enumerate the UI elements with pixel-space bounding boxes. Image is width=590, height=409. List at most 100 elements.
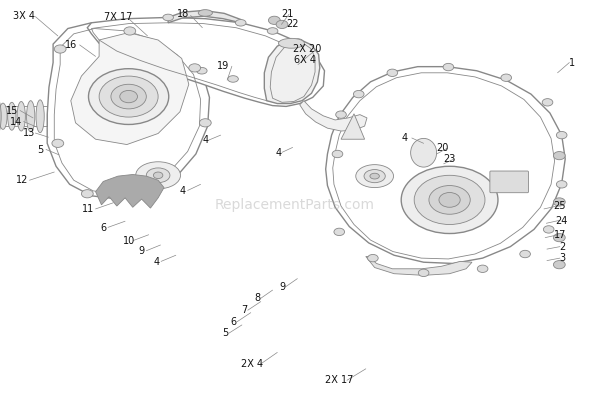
Ellipse shape — [477, 265, 488, 273]
Ellipse shape — [556, 181, 567, 189]
Polygon shape — [96, 175, 164, 209]
Text: 25: 25 — [553, 201, 566, 211]
Text: 15: 15 — [6, 106, 18, 115]
Text: 12: 12 — [17, 175, 28, 185]
Ellipse shape — [54, 46, 66, 54]
Text: 2X 17: 2X 17 — [325, 375, 353, 384]
Text: 14: 14 — [11, 117, 22, 126]
Ellipse shape — [543, 226, 554, 234]
Ellipse shape — [196, 68, 207, 75]
Text: 4: 4 — [202, 135, 208, 145]
Text: 4: 4 — [276, 147, 282, 157]
Ellipse shape — [429, 186, 470, 215]
Ellipse shape — [501, 75, 512, 82]
Text: 4: 4 — [153, 256, 159, 266]
Text: 3X 4: 3X 4 — [12, 11, 35, 21]
Ellipse shape — [439, 193, 460, 208]
Text: 6: 6 — [231, 316, 237, 326]
Text: 6X 4: 6X 4 — [294, 55, 316, 65]
Ellipse shape — [267, 29, 278, 35]
Text: 6: 6 — [100, 222, 106, 232]
Ellipse shape — [520, 251, 530, 258]
Polygon shape — [47, 24, 209, 200]
Ellipse shape — [542, 99, 553, 107]
Text: 18: 18 — [177, 9, 189, 19]
Ellipse shape — [553, 234, 565, 242]
Ellipse shape — [276, 21, 288, 29]
Ellipse shape — [17, 102, 25, 132]
Ellipse shape — [364, 170, 385, 183]
Ellipse shape — [163, 15, 173, 22]
Polygon shape — [366, 257, 472, 276]
Polygon shape — [326, 67, 565, 264]
Ellipse shape — [556, 132, 567, 139]
Text: 4: 4 — [401, 133, 407, 143]
Polygon shape — [87, 18, 324, 107]
Ellipse shape — [443, 64, 454, 72]
Ellipse shape — [418, 270, 429, 277]
Text: 2X 4: 2X 4 — [241, 358, 264, 368]
Ellipse shape — [553, 261, 565, 269]
Text: 10: 10 — [123, 235, 135, 245]
Ellipse shape — [414, 176, 485, 225]
Text: 9: 9 — [139, 245, 145, 255]
Text: 2X 20: 2X 20 — [293, 44, 321, 54]
Ellipse shape — [8, 103, 16, 131]
Text: 19: 19 — [217, 61, 229, 70]
Ellipse shape — [411, 139, 437, 168]
Ellipse shape — [332, 151, 343, 158]
Ellipse shape — [199, 119, 211, 128]
Polygon shape — [300, 101, 367, 132]
Ellipse shape — [52, 140, 64, 148]
Polygon shape — [71, 34, 189, 145]
Ellipse shape — [111, 85, 146, 110]
Text: 16: 16 — [65, 40, 77, 50]
Text: 5: 5 — [37, 144, 43, 154]
Ellipse shape — [36, 101, 44, 133]
Ellipse shape — [153, 173, 163, 179]
Text: 1: 1 — [569, 58, 575, 67]
Ellipse shape — [228, 76, 238, 83]
Text: 17: 17 — [555, 229, 566, 239]
Ellipse shape — [553, 198, 565, 207]
Ellipse shape — [124, 28, 136, 36]
Ellipse shape — [235, 20, 246, 27]
Text: 4: 4 — [180, 185, 186, 195]
Ellipse shape — [387, 70, 398, 77]
Ellipse shape — [370, 174, 379, 180]
Ellipse shape — [334, 229, 345, 236]
Text: 20: 20 — [437, 143, 448, 153]
Ellipse shape — [120, 91, 137, 103]
Ellipse shape — [99, 77, 158, 118]
Ellipse shape — [368, 255, 378, 262]
Text: 5: 5 — [222, 328, 228, 337]
Ellipse shape — [198, 11, 212, 17]
Ellipse shape — [353, 91, 364, 99]
Text: 9: 9 — [279, 281, 285, 291]
Ellipse shape — [278, 39, 304, 49]
Text: 13: 13 — [24, 128, 35, 138]
Ellipse shape — [553, 152, 565, 160]
Text: ReplacementParts.com: ReplacementParts.com — [215, 198, 375, 211]
Text: 22: 22 — [286, 19, 299, 29]
Ellipse shape — [356, 165, 394, 188]
Ellipse shape — [0, 104, 7, 130]
Text: 21: 21 — [281, 9, 293, 19]
Ellipse shape — [268, 17, 280, 25]
Text: 7: 7 — [241, 305, 247, 315]
Polygon shape — [341, 115, 365, 140]
Polygon shape — [168, 11, 241, 24]
Text: 8: 8 — [254, 293, 260, 303]
Ellipse shape — [189, 65, 201, 73]
Ellipse shape — [136, 162, 181, 189]
Ellipse shape — [81, 190, 93, 198]
Ellipse shape — [401, 167, 498, 234]
Text: 2: 2 — [559, 241, 565, 251]
Ellipse shape — [27, 101, 35, 133]
Ellipse shape — [88, 70, 169, 125]
Polygon shape — [264, 41, 320, 104]
Text: 24: 24 — [556, 215, 568, 225]
FancyBboxPatch shape — [490, 172, 529, 193]
Text: 3: 3 — [559, 253, 565, 263]
Text: 11: 11 — [83, 204, 94, 213]
